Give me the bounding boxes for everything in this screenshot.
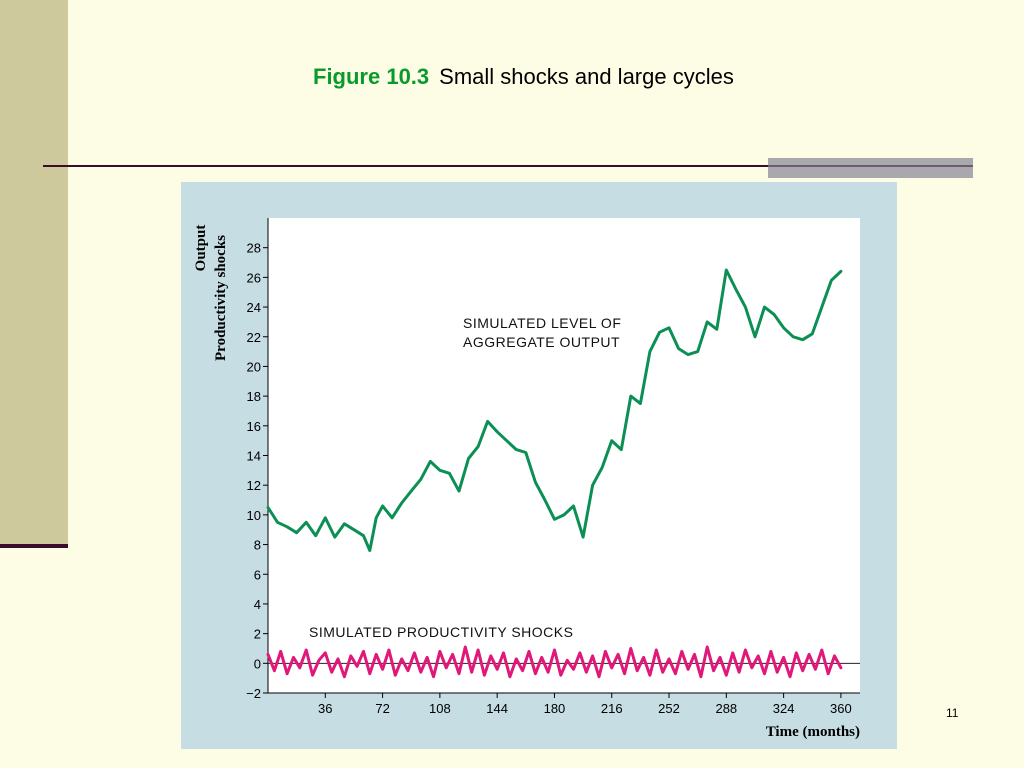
- y-tick-label: 8: [254, 538, 261, 553]
- y-tick-label: 10: [247, 508, 261, 523]
- x-tick-label: 216: [601, 701, 623, 716]
- y-axis-title-shocks: Productivity shocks: [213, 235, 229, 361]
- x-tick-label: 72: [375, 701, 389, 716]
- page-number: 11: [946, 706, 959, 720]
- y-tick-label: 4: [254, 597, 261, 612]
- y-tick-label: 22: [247, 330, 261, 345]
- x-tick-label: 324: [773, 701, 795, 716]
- shock-series-label: SIMULATED PRODUCTIVITY SHOCKS: [309, 624, 573, 640]
- x-tick-label: 36: [318, 701, 332, 716]
- output-series-label: AGGREGATE OUTPUT: [463, 334, 620, 350]
- header-rule: [43, 165, 973, 167]
- x-tick-label: 108: [429, 701, 451, 716]
- output-series-line: [266, 268, 843, 552]
- x-tick-label: 288: [715, 701, 737, 716]
- left-decor-band: [0, 0, 68, 548]
- x-tick-label: 252: [658, 701, 680, 716]
- shock-series-line: [266, 645, 843, 679]
- y-tick-label: 2: [254, 627, 261, 642]
- x-tick-label: 144: [486, 701, 508, 716]
- plot-area: [268, 218, 860, 693]
- chart-panel: −2 0 2 4 6 8 10 12 14 16 18 20 22 24 26 28 36 72 108 144 180…: [181, 182, 897, 749]
- y-tick-label: 20: [247, 359, 261, 374]
- header-accent-line: [768, 165, 973, 167]
- x-tick-label: 180: [544, 701, 566, 716]
- figure-label: Figure 10.3: [313, 64, 430, 89]
- y-tick-label: 16: [247, 419, 261, 434]
- header-accent-bar: [768, 158, 973, 178]
- y-tick-label: 26: [247, 270, 261, 285]
- slide-title: Figure 10.3 Small shocks and large cycles: [313, 64, 734, 90]
- y-tick-label: 12: [247, 478, 261, 493]
- y-axis-title-output: Output: [193, 225, 209, 272]
- x-tick-label: 360: [830, 701, 852, 716]
- y-tick-label: 18: [247, 389, 261, 404]
- output-series-label: SIMULATED LEVEL OF: [463, 315, 621, 331]
- x-axis-title: Time (months): [766, 724, 860, 740]
- y-tick-label: 14: [247, 449, 261, 464]
- figure-title: Small shocks and large cycles: [439, 64, 734, 89]
- y-tick-label: 28: [247, 241, 261, 256]
- y-tick-label: −2: [246, 686, 261, 701]
- y-tick-label: 0: [254, 656, 261, 671]
- left-decor-rule: [0, 544, 68, 548]
- y-tick-label: 24: [247, 300, 261, 315]
- y-tick-label: 6: [254, 567, 261, 582]
